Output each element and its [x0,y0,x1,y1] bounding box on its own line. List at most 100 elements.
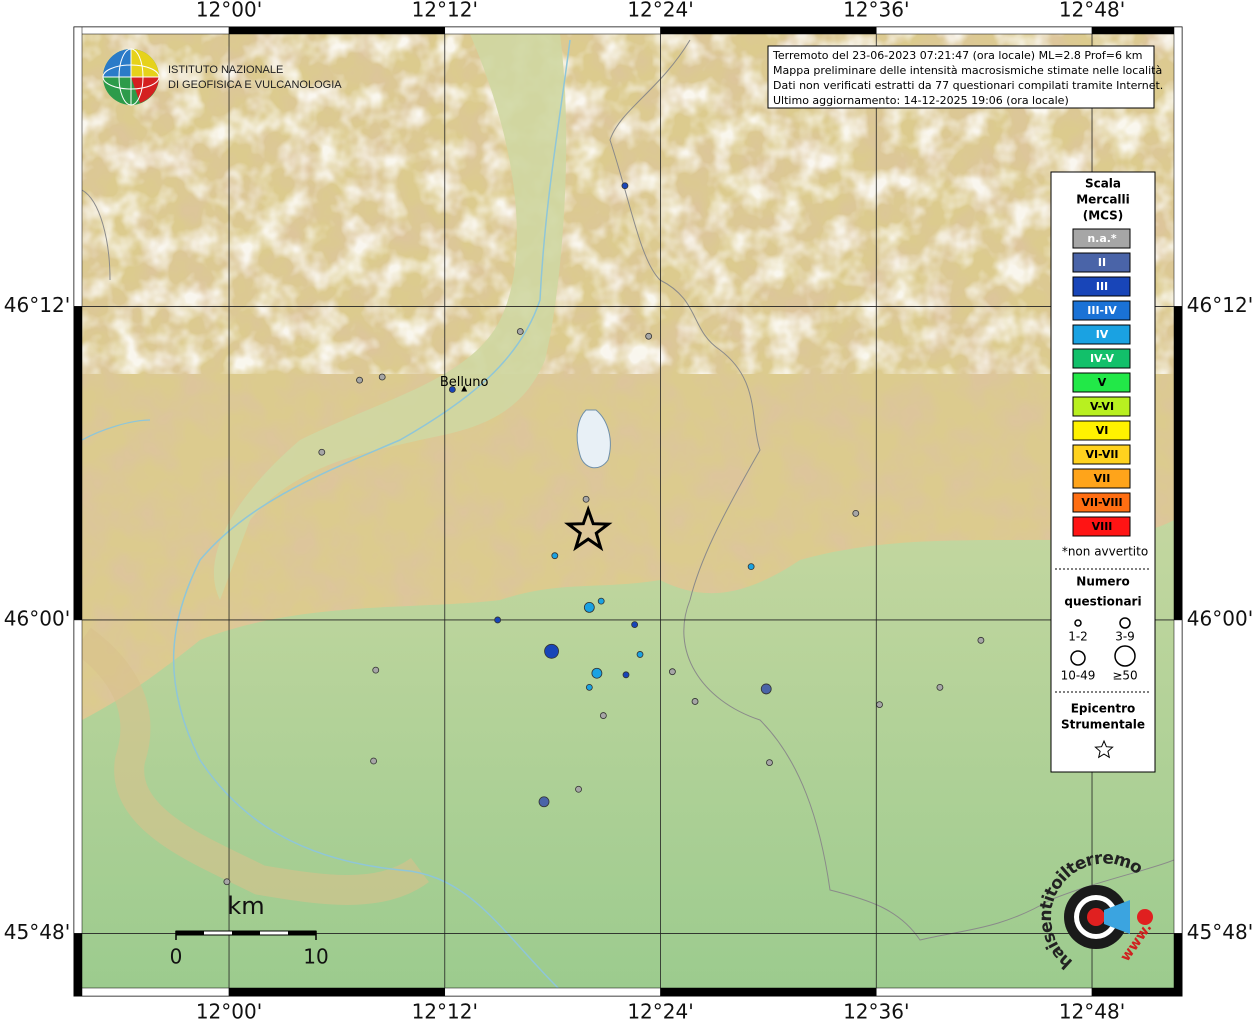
frame-bar [1091,26,1183,35]
city-marker [461,385,468,392]
legend-swatch [1072,348,1131,369]
legend-label: III-IV [1087,304,1117,317]
legend-size-label: 1-2 [1068,630,1088,644]
frame-bar [73,987,230,997]
y-tick-label: 46°12' [4,293,70,317]
intensity-point [597,597,605,605]
x-tick-label: 12°00' [196,0,262,22]
legend-swatch [1072,444,1131,465]
legend-label: II [1098,256,1106,269]
intensity-point [448,386,456,393]
info-box-frame [767,45,1155,109]
intensity-point [760,683,772,695]
scale-bar-label: 10 [303,945,328,969]
legend-label: VI [1096,424,1109,437]
y-tick-label: 46°00' [4,606,70,630]
y-tick-label: 46°12' [1187,293,1253,317]
info-line: Dati non verificati estratti da 77 quest… [773,79,1163,92]
intensity-point [631,621,639,629]
scale-bar: 0 10 km [170,892,329,969]
valley [213,34,567,600]
lake [576,409,611,469]
site-logo-center [1087,908,1105,926]
intensity-point [544,643,559,659]
x-tick-label: 12°36' [843,1000,909,1024]
river [172,39,571,988]
x-tick-label: 12°00' [196,1000,262,1024]
intensity-point [372,666,380,674]
frame-bar [73,26,83,307]
logo-sector [103,49,131,77]
hills [82,627,429,905]
frame-bar [444,26,661,35]
frame-bar [73,26,230,35]
intensity-point [583,602,595,613]
frame-bar [876,26,1093,35]
x-tick-label: 12°24' [627,0,693,22]
legend-size-symbol [1070,650,1086,666]
legend-label: VI-VII [1085,448,1118,461]
frame-bar [660,987,877,997]
frame-bar [1173,306,1183,621]
scale-bar-label: 0 [170,945,183,969]
frame-bar [228,26,446,35]
intensity-point [876,701,883,708]
intensity-point [636,651,644,658]
legend-title: (MCS) [1083,209,1124,223]
legend-size-symbol [1119,617,1131,629]
legend-swatch [1072,228,1131,249]
x-tick-label: 12°48' [1059,1000,1125,1024]
legend-subtitle: Strumentale [1061,718,1145,732]
scale-bar-unit: km [227,892,264,920]
legend-swatch [1072,252,1131,273]
y-tick-label: 45°48' [4,920,70,944]
legend-size-symbol [1114,645,1136,667]
legend-label: III [1096,280,1108,293]
intensity-point [575,785,582,793]
logo-sector [131,77,159,103]
frame-bar [1173,933,1183,997]
legend-swatch [1072,372,1131,393]
frame-bar [73,933,83,997]
intensity-point [582,495,590,503]
legend-label: VII [1094,472,1111,485]
points: Belluno [223,182,985,886]
logo-text: ISTITUTO NAZIONALE [168,64,283,76]
legend-swatch [1072,324,1131,345]
x-tick-label: 12°12' [412,1000,478,1024]
frame [73,26,1183,997]
legend-size-label: ≥50 [1112,669,1137,683]
intensity-point [538,796,550,808]
frame-bar [876,987,1093,997]
intensity-point [599,712,607,719]
frame-bar [444,987,661,997]
legend-swatch [1072,396,1131,417]
intensity-point [766,759,773,766]
legend-swatch [1072,516,1131,537]
intensity-point [591,667,603,679]
legend-label: VIII [1092,520,1113,533]
legend-epicenter-symbol [1094,739,1114,759]
intensity-point [852,509,860,517]
legend-subtitle: Epicentro [1071,702,1136,716]
x-tick-label: 12°36' [843,0,909,22]
logo-sector [131,49,159,77]
frame-bar [73,619,83,934]
logo-text: DI GEOFISICA E VULCANOLOGIA [168,79,342,91]
x-tick-label: 12°48' [1059,0,1125,22]
intensity-point [645,332,653,340]
frame-bar [73,306,83,621]
intensity-point [668,668,676,676]
legend-subtitle: Numero [1076,575,1129,589]
legend-swatch [1072,420,1131,441]
intensity-point [370,757,377,765]
river [82,419,151,441]
legend-size-label: 3-9 [1115,630,1135,644]
legend-swatch [1072,468,1131,489]
logo-grid [102,48,160,106]
scale-bar-segment [232,931,260,935]
frame-bar [228,987,446,997]
site-logo-cone [1104,900,1130,934]
intensity-point [318,448,326,456]
legend-title: Scala [1085,177,1121,191]
